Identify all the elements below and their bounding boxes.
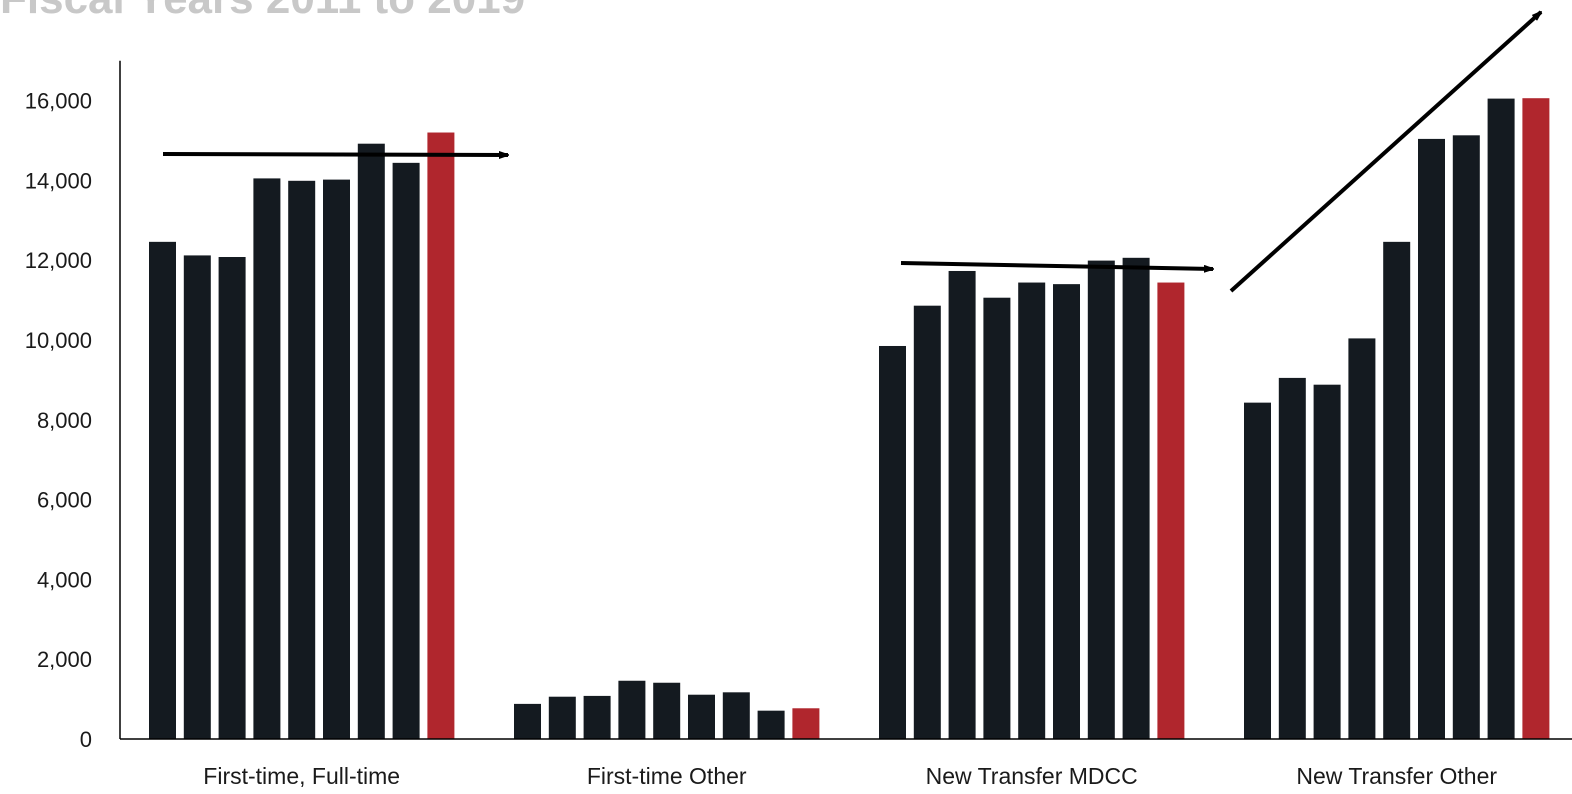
category-label: New Transfer Other — [1296, 763, 1497, 789]
category-label: First-time Other — [587, 763, 747, 789]
bar-4-2 — [1278, 377, 1306, 739]
category-label: First-time, Full-time — [203, 763, 400, 789]
y-tick-label: 14,000 — [25, 168, 92, 193]
y-tick-label: 10,000 — [25, 328, 92, 353]
y-tick-label: 12,000 — [25, 248, 92, 273]
chart-title: Fiscal Years 2011 to 2019 — [0, 0, 525, 24]
bar-3-4 — [983, 297, 1011, 739]
bar-2-1 — [514, 703, 541, 739]
trend-arrows — [162, 12, 1541, 293]
bar-2-8 — [757, 710, 785, 739]
category-label: New Transfer MDCC — [926, 763, 1138, 789]
bar-4-6 — [1418, 138, 1445, 740]
bar-4-7 — [1452, 135, 1480, 740]
y-axis-ticks: 0 2,000 4,000 6,000 8,000 10,000 12,000 14,000 1… — [25, 89, 92, 752]
bar-1-4 — [253, 178, 281, 739]
category-labels: First-time, Full-time First-time Other New… — [203, 763, 1497, 789]
bar-3-8 — [1122, 257, 1150, 739]
trend-arrow-flat — [162, 154, 508, 155]
bar-4-5 — [1383, 241, 1411, 739]
bar-1-8 — [392, 162, 420, 739]
bar-2-9 — [792, 708, 820, 739]
bar-2-3 — [583, 695, 611, 739]
bar-3-5 — [1018, 282, 1046, 739]
bar-2-5 — [653, 682, 681, 739]
bar-2-7 — [722, 692, 750, 739]
y-tick-label: 6,000 — [37, 488, 92, 513]
bar-4-1 — [1244, 402, 1271, 739]
bar-1-9 — [427, 132, 455, 739]
bar-3-6 — [1053, 284, 1080, 739]
bar-3-1 — [879, 345, 906, 739]
bar-1-7 — [357, 143, 385, 739]
y-tick-label: 0 — [80, 727, 92, 752]
bar-1-5 — [288, 180, 316, 739]
bar-3-3 — [948, 270, 976, 739]
bar-1-2 — [183, 255, 211, 740]
y-tick-label: 8,000 — [37, 408, 92, 433]
bar-2-4 — [618, 680, 646, 739]
bar-4-8 — [1487, 98, 1515, 740]
bar-1-3 — [218, 257, 246, 739]
bar-2-6 — [688, 694, 715, 739]
bar-series — [149, 98, 1550, 740]
bar-3-7 — [1087, 260, 1115, 739]
y-tick-label: 4,000 — [37, 567, 92, 592]
y-tick-label: 2,000 — [37, 647, 92, 672]
bar-1-6 — [323, 179, 350, 740]
bar-2-2 — [548, 696, 576, 739]
bar-3-9 — [1157, 282, 1185, 739]
bar-4-3 — [1313, 384, 1341, 739]
bar-1-1 — [149, 241, 176, 739]
trend-arrow-flat — [900, 261, 1213, 269]
bar-4-4 — [1348, 338, 1376, 739]
y-tick-label: 16,000 — [25, 89, 92, 114]
trend-arrow-up — [1229, 12, 1541, 293]
bar-3-2 — [913, 305, 941, 739]
bar-4-9 — [1522, 98, 1550, 740]
